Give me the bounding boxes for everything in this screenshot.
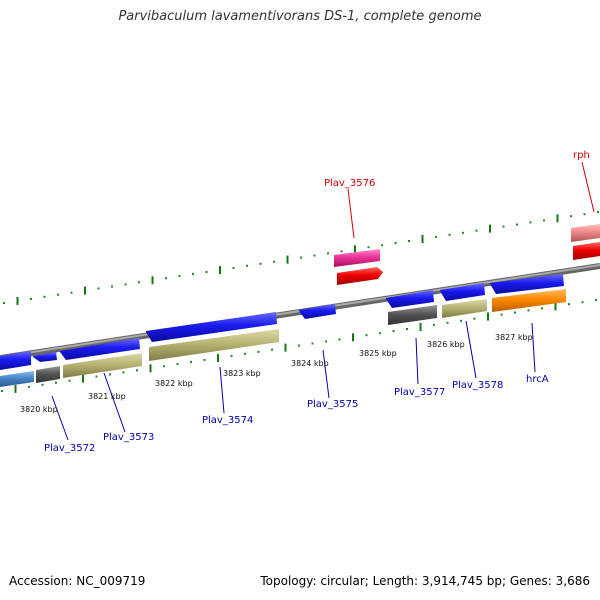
map-title: Parvibaculum lavamentivorans DS-1, compl… <box>118 9 482 24</box>
gene-features <box>0 224 600 387</box>
gene-arrow-plav-3571[interactable] <box>0 351 31 370</box>
gene-label-plav-3576[interactable]: Plav_3576 <box>324 178 375 189</box>
gene-arrow-plav-3576[interactable] <box>337 267 383 285</box>
leader-hrca <box>531 322 536 373</box>
leader-plav-3578 <box>465 320 477 379</box>
gene-bar-hrca[interactable] <box>492 289 566 312</box>
gene-arrow-plav-3572[interactable] <box>33 352 57 362</box>
gene-labels: Plav_3572 Plav_3573 Plav_3574 Plav_3575 … <box>44 150 590 454</box>
gene-bar-plav-3576[interactable] <box>334 249 380 267</box>
gene-arrow-hrca[interactable] <box>490 274 564 294</box>
gene-label-plav-3572[interactable]: Plav_3572 <box>44 443 95 454</box>
gene-bar-plav-3571[interactable] <box>0 371 34 387</box>
leader-plav-3575 <box>322 349 330 399</box>
scale-label-3826: 3826 kbp <box>427 340 465 349</box>
gene-label-rph[interactable]: rph <box>573 150 590 161</box>
gene-label-plav-3574[interactable]: Plav_3574 <box>202 415 253 426</box>
gene-arrow-plav-3575[interactable] <box>299 304 336 319</box>
accession-text: Accession: NC_009719 <box>9 574 146 588</box>
leader-plav-3576 <box>347 188 355 239</box>
scale-labels: 3820 kbp 3821 kbp 3822 kbp 3823 kbp 3824… <box>20 333 533 414</box>
gene-bar-plav-3577[interactable] <box>388 305 437 325</box>
gene-bar-plav-3574[interactable] <box>149 329 279 361</box>
gene-label-plav-3577[interactable]: Plav_3577 <box>394 387 445 398</box>
lower-tick-rail <box>1 299 597 393</box>
gene-label-plav-3575[interactable]: Plav_3575 <box>307 399 358 410</box>
leader-rph <box>581 161 595 213</box>
gene-bar-plav-3572[interactable] <box>36 366 60 383</box>
topology-summary-text: Topology: circular; Length: 3,914,745 bp… <box>260 574 590 588</box>
gene-arrow-plav-3577[interactable] <box>386 290 434 308</box>
scale-label-3824: 3824 kbp <box>291 359 329 368</box>
gene-arrow-rph[interactable] <box>573 242 600 260</box>
gene-label-plav-3573[interactable]: Plav_3573 <box>103 432 154 443</box>
gene-label-plav-3578[interactable]: Plav_3578 <box>452 380 503 391</box>
leader-plav-3577 <box>415 337 419 385</box>
gene-bar-rph[interactable] <box>571 224 600 242</box>
scale-label-3822: 3822 kbp <box>155 379 193 388</box>
gene-arrow-plav-3578[interactable] <box>440 283 485 301</box>
scale-label-3825: 3825 kbp <box>359 349 397 358</box>
gene-leader-lines <box>51 320 536 441</box>
gene-bar-plav-3578[interactable] <box>442 299 487 318</box>
gene-leader-lines-forward <box>347 161 595 239</box>
leader-plav-3573 <box>103 372 126 433</box>
scale-label-3821: 3821 kbp <box>88 392 126 401</box>
leader-plav-3572 <box>51 395 69 441</box>
gene-bar-plav-3573[interactable] <box>63 353 142 378</box>
scale-label-3827: 3827 kbp <box>495 333 533 342</box>
upper-tick-rail <box>3 211 599 305</box>
gene-arrow-plav-3573[interactable] <box>60 338 140 360</box>
scale-label-3820: 3820 kbp <box>20 405 58 414</box>
gene-arrow-plav-3574[interactable] <box>146 312 277 342</box>
leader-plav-3574 <box>219 366 225 414</box>
gene-label-hrca[interactable]: hrcA <box>526 374 549 385</box>
scale-label-3823: 3823 kbp <box>223 369 261 378</box>
